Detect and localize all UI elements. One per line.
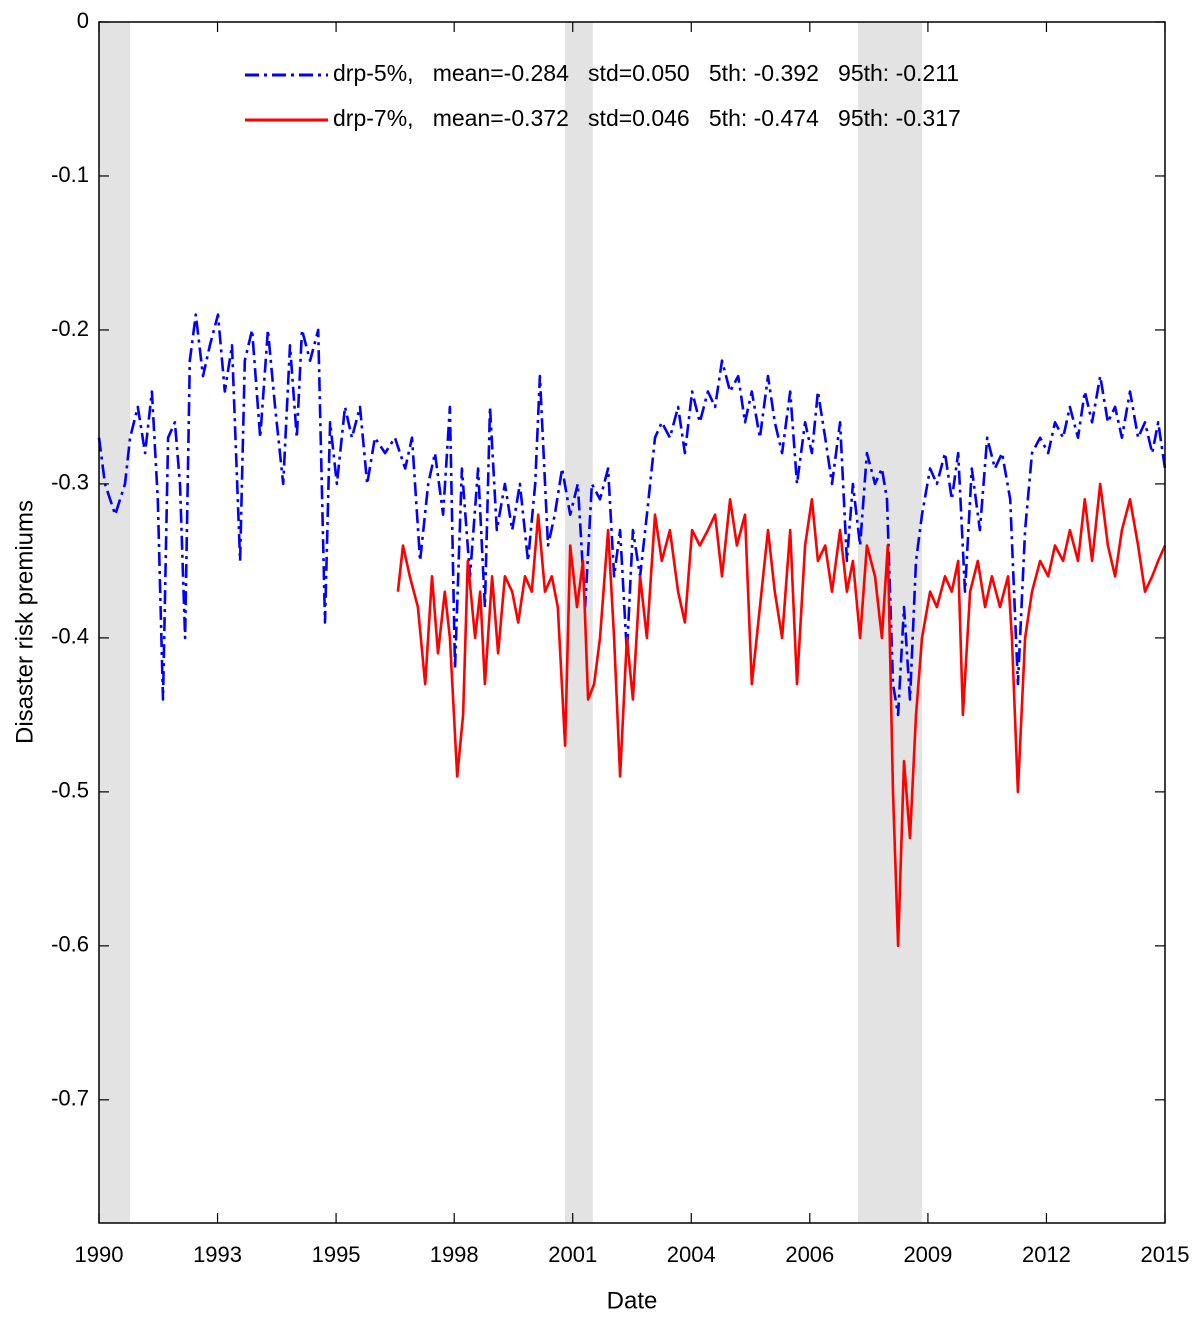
recession-band: [565, 22, 593, 1223]
x-tick-label: 1995: [312, 1242, 361, 1267]
y-axis-label: Disaster risk premiums: [11, 500, 38, 744]
y-tick-label: 0: [77, 8, 89, 33]
y-tick-label: -0.4: [51, 624, 89, 649]
plot-area: [97, 313, 1167, 948]
x-tick-label: 2009: [903, 1242, 952, 1267]
x-tick-label: 2004: [667, 1242, 716, 1267]
y-tick-label: -0.7: [51, 1086, 89, 1111]
x-tick-label: 1990: [75, 1242, 124, 1267]
series-line: [396, 482, 1167, 948]
y-tick-label: -0.2: [51, 316, 89, 341]
x-tick-label: 2001: [548, 1242, 597, 1267]
legend-label: drp-5%, mean=-0.284 std=0.050 5th: -0.39…: [333, 60, 959, 86]
x-tick-label: 1998: [430, 1242, 479, 1267]
legend-label: drp-7%, mean=-0.372 std=0.046 5th: -0.47…: [333, 105, 961, 131]
plot-frame: [98, 21, 1166, 1224]
x-axis-label: Date: [607, 1287, 658, 1314]
y-tick-label: -0.1: [51, 162, 89, 187]
recession-band: [99, 22, 131, 1223]
x-tick-label: 2006: [785, 1242, 834, 1267]
y-tick-label: -0.5: [51, 778, 89, 803]
recession-shading: [99, 22, 922, 1223]
y-tick-label: -0.3: [51, 470, 89, 495]
x-tick-label: 2012: [1022, 1242, 1071, 1267]
y-tick-label: -0.6: [51, 932, 89, 957]
x-tick-label: 1993: [193, 1242, 242, 1267]
series-line: [97, 313, 1167, 717]
x-tick-label: 2015: [1141, 1242, 1190, 1267]
